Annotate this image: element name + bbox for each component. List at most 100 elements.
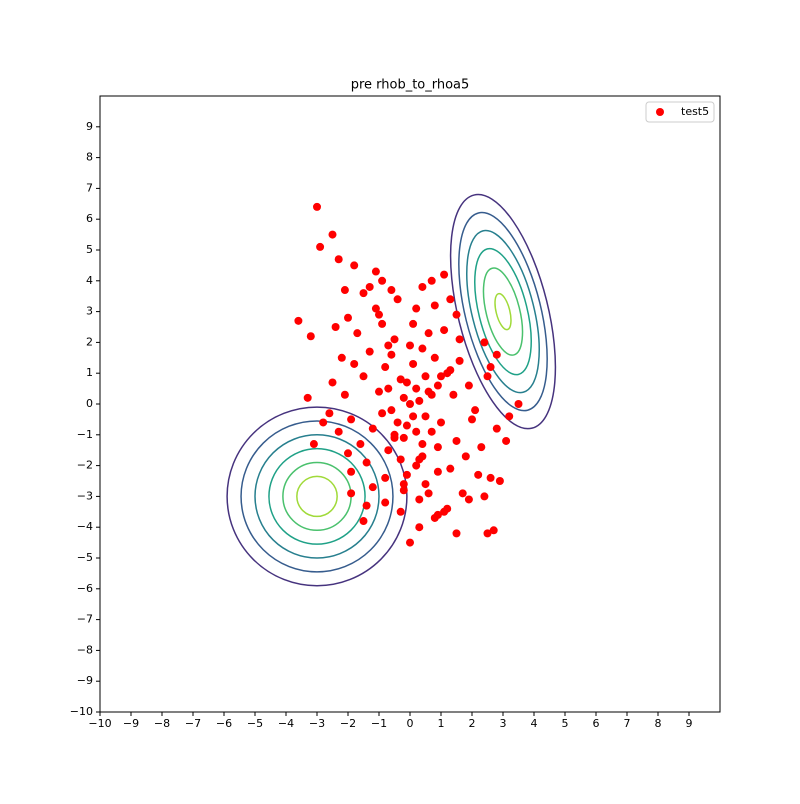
- scatter-point: [368, 483, 377, 492]
- scatter-point: [437, 372, 445, 381]
- scatter-point: [344, 449, 352, 458]
- contour: [296, 475, 338, 518]
- scatter-point: [418, 452, 427, 461]
- scatter-point: [474, 470, 483, 479]
- scatter-point: [486, 473, 495, 482]
- scatter-point: [328, 230, 337, 239]
- legend-box: [645, 101, 715, 123]
- y-tick-label: −2: [77, 459, 93, 472]
- scatter-point: [406, 400, 414, 408]
- y-tick-label: 4: [86, 274, 93, 287]
- scatter-point: [402, 378, 411, 387]
- scatter-point: [430, 301, 439, 310]
- scatter-point: [340, 286, 349, 295]
- contour: [458, 211, 548, 412]
- scatter-point: [399, 393, 408, 402]
- scatter-point: [393, 295, 402, 304]
- scatter-point: [309, 440, 318, 449]
- scatter-point: [350, 261, 359, 270]
- x-tick-label: −2: [340, 717, 356, 730]
- scatter-point: [353, 329, 362, 338]
- x-tick-label: 2: [469, 717, 476, 730]
- scatter-point: [390, 433, 399, 442]
- scatter-point: [412, 427, 421, 436]
- scatter-point: [409, 359, 418, 368]
- scatter-point: [421, 480, 430, 489]
- contour: [474, 247, 532, 376]
- scatter-point: [433, 443, 442, 452]
- x-tick-label: −7: [185, 717, 201, 730]
- scatter-point: [418, 440, 427, 449]
- scatter-point: [433, 381, 442, 390]
- x-tick-label: −1: [371, 717, 387, 730]
- scatter-point: [446, 295, 455, 304]
- scatter-point: [455, 356, 464, 365]
- x-tick-label: 0: [407, 717, 414, 730]
- scatter-point: [393, 418, 402, 427]
- scatter-point: [412, 461, 421, 470]
- y-tick-label: −1: [77, 428, 93, 441]
- x-tick-label: −3: [309, 717, 325, 730]
- scatter-point: [319, 418, 328, 427]
- scatter-point: [495, 477, 504, 485]
- x-tick-label: 8: [655, 717, 662, 730]
- scatter-point: [378, 409, 387, 418]
- y-tick-label: −4: [77, 520, 93, 533]
- scatter-point: [402, 470, 411, 479]
- scatter-point: [458, 489, 467, 498]
- scatter-point: [337, 353, 346, 362]
- scatter-point: [424, 489, 433, 498]
- y-tick-label: −10: [70, 705, 93, 718]
- y-tick-label: −9: [77, 674, 93, 687]
- y-tick-label: −6: [77, 582, 93, 595]
- scatter-point: [371, 267, 380, 276]
- scatter-point: [446, 464, 455, 473]
- scatter-point: [421, 372, 430, 381]
- scatter-point: [359, 517, 368, 526]
- scatter-point: [294, 316, 303, 325]
- scatter-point: [359, 372, 368, 381]
- contour: [449, 193, 557, 430]
- scatter-point: [433, 510, 442, 519]
- scatter-point: [325, 409, 334, 418]
- scatter-point: [492, 424, 501, 433]
- chart-title: pre rhob_to_rhoa5: [351, 78, 470, 93]
- scatter-point: [449, 390, 458, 399]
- x-tick-label: 4: [531, 717, 538, 730]
- scatter-point: [387, 350, 396, 359]
- scatter-point: [480, 492, 489, 501]
- scatter-point: [313, 202, 321, 211]
- scatter-point: [396, 507, 405, 516]
- scatter-point: [362, 501, 371, 510]
- scatter-point: [415, 495, 424, 504]
- scatter-point: [347, 489, 356, 498]
- x-tick-label: 5: [562, 717, 569, 730]
- scatter-point: [371, 304, 380, 313]
- scatter-point: [399, 486, 408, 495]
- scatter-point: [378, 319, 387, 328]
- scatter-point: [381, 473, 390, 482]
- x-tick-label: −8: [154, 717, 170, 730]
- scatter-point: [505, 412, 514, 421]
- x-tick-label: 9: [686, 717, 693, 730]
- scatter-point: [418, 282, 427, 291]
- scatter-point: [365, 282, 374, 291]
- scatter-point: [316, 242, 325, 251]
- scatter-point: [418, 344, 427, 353]
- scatter-point: [384, 384, 393, 393]
- scatter-point: [334, 427, 343, 436]
- plot-area: [226, 193, 557, 587]
- scatter-point: [464, 381, 473, 390]
- scatter-point: [433, 467, 442, 476]
- scatter-point: [406, 341, 414, 350]
- legend-marker: [656, 108, 664, 116]
- scatter-point: [384, 341, 393, 350]
- scatter-point: [452, 436, 461, 445]
- x-tick-label: 1: [438, 717, 445, 730]
- scatter-point: [381, 498, 390, 507]
- scatter-point: [356, 440, 365, 449]
- scatter-point: [390, 335, 399, 344]
- scatter-point: [437, 418, 445, 427]
- x-tick-label: −5: [247, 717, 263, 730]
